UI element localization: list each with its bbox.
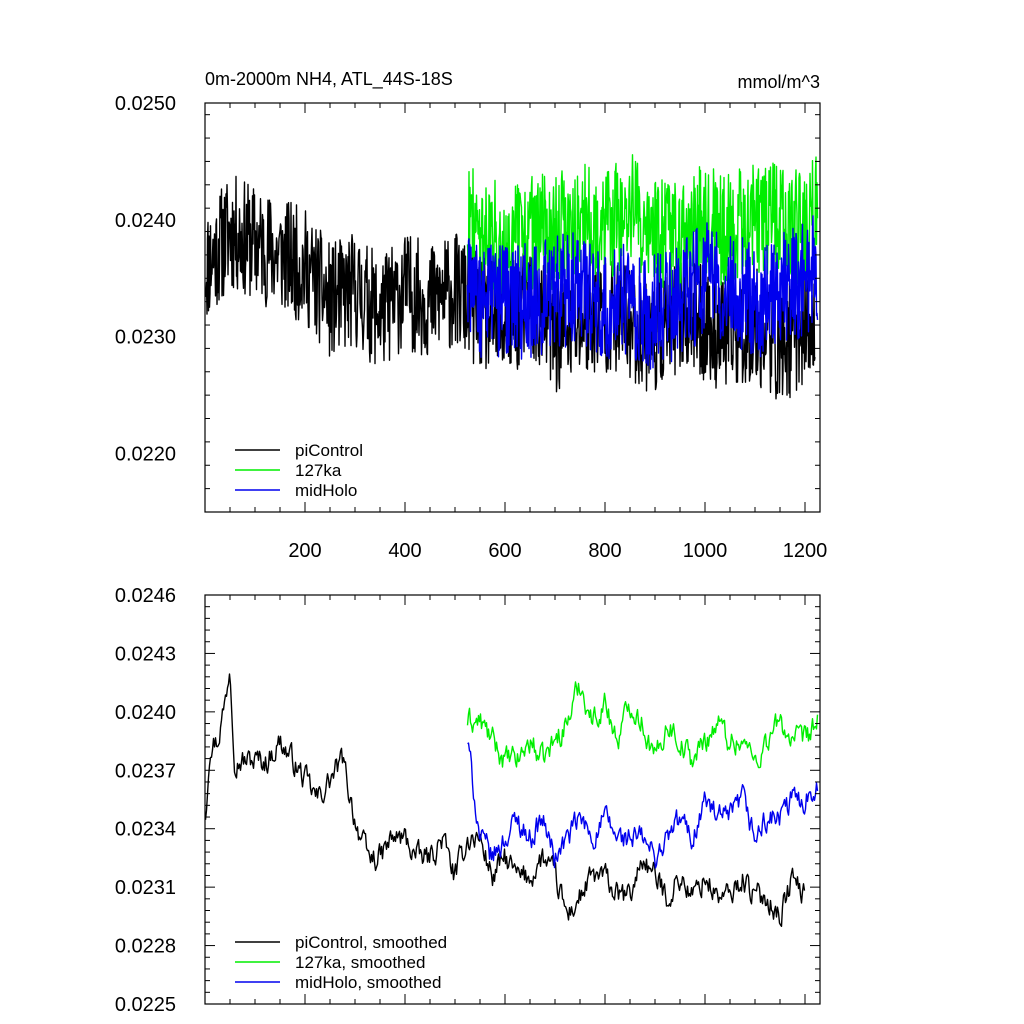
series-line-picontrol-smoothed [204, 673, 806, 927]
legend-label: midHolo, smoothed [295, 973, 441, 992]
y-tick-label: 0.0231 [115, 877, 176, 899]
x-tick-label: 800 [588, 540, 621, 562]
legend-label: midHolo [295, 481, 357, 500]
series-line-midholo [466, 215, 819, 370]
legend-label: piControl, smoothed [295, 933, 447, 952]
top-panel-lines [204, 154, 819, 400]
legend-label: 127ka [295, 461, 342, 480]
bottom-panel: 0.0225 0.0228 0.0231 0.0234 0.0237 0.0240 0.02… [115, 585, 821, 1016]
legend-label: piControl [295, 441, 363, 460]
x-tick-label: 400 [388, 540, 421, 562]
bottom-panel-axes: 0.0225 0.0228 0.0231 0.0234 0.0237 0.0240 0.02… [115, 585, 820, 1016]
y-tick-label: 0.0243 [115, 643, 176, 665]
y-tick-label: 0.0230 [115, 327, 176, 349]
y-tick-label: 0.0250 [115, 93, 176, 115]
y-tick-label: 0.0240 [115, 210, 176, 232]
series-line-midholo-smoothed [467, 742, 819, 869]
x-tick-label: 1200 [783, 540, 828, 562]
top-panel-title: 0m-2000m NH4, ATL_44S-18S [205, 69, 453, 90]
bottom-panel-frame [204, 594, 821, 1005]
y-tick-label: 0.0240 [115, 702, 176, 724]
y-tick-label: 0.0246 [115, 585, 176, 607]
y-tick-label: 0.0225 [115, 994, 176, 1016]
top-panel-axes: 200 400 600 800 1000 1200 0.0220 0.0230 0.0240 0.… [115, 93, 827, 562]
x-tick-label: 600 [488, 540, 521, 562]
bottom-panel-lines [204, 673, 819, 927]
top-panel: 0m-2000m NH4, ATL_44S-18S mmol/m^3 200 40… [115, 69, 827, 562]
x-tick-label: 1000 [683, 540, 728, 562]
y-tick-label: 0.0234 [115, 819, 176, 841]
legend-label: 127ka, smoothed [295, 953, 425, 972]
y-tick-label: 0.0220 [115, 444, 176, 466]
top-panel-units: mmol/m^3 [738, 72, 820, 92]
series-line-127ka-smoothed [466, 681, 819, 769]
y-tick-label: 0.0237 [115, 760, 176, 782]
top-panel-frame [204, 102, 821, 513]
y-tick-label: 0.0228 [115, 936, 176, 958]
x-tick-label: 200 [288, 540, 321, 562]
